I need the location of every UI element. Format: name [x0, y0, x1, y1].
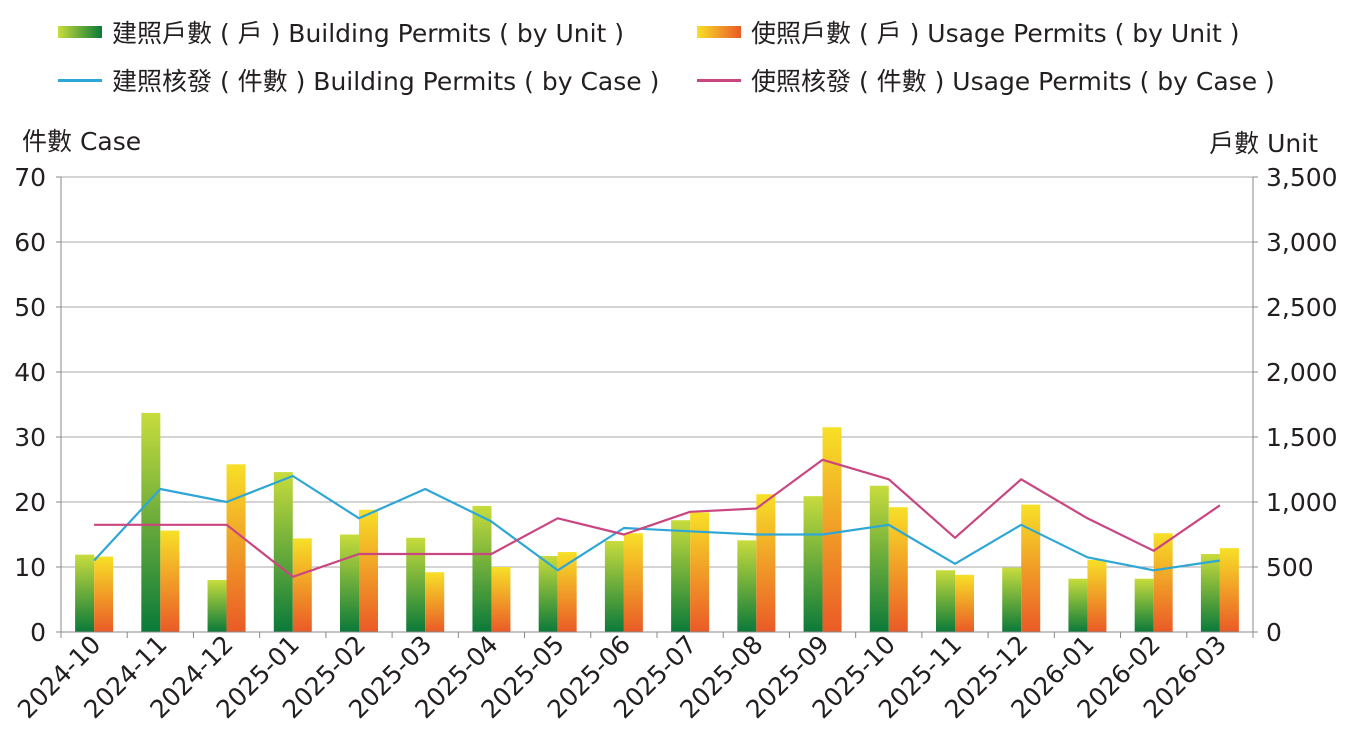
left-tick-label: 60 [14, 228, 46, 257]
bar-building-units [604, 541, 624, 632]
bar-usage-units [160, 530, 180, 632]
bar-usage-units [226, 464, 246, 632]
bar-usage-units [292, 538, 312, 632]
bar-building-units [803, 496, 823, 632]
bar-usage-units [491, 567, 511, 632]
left-tick-label: 0 [30, 618, 46, 647]
bar-building-units [737, 540, 757, 632]
left-tick-label: 70 [14, 163, 46, 192]
left-axis-title: 件數 Case [22, 127, 142, 156]
bar-usage-units [94, 556, 114, 632]
bar-usage-units [690, 512, 710, 632]
bar-usage-units [1087, 559, 1107, 632]
line-building-cases [93, 474, 1221, 572]
legend-item-building-cases: 建照核發 ( 件數 ) Building Permits ( by Case ) [58, 62, 659, 98]
right-tick-label: 0 [1266, 618, 1282, 647]
bar-building-units [340, 534, 359, 632]
legend-swatch-usage-cases [697, 78, 741, 82]
line-usage-cases [94, 458, 1221, 578]
bar-building-units [869, 485, 889, 632]
bar-building-units [1002, 567, 1022, 632]
bar-usage-units [425, 572, 445, 632]
legend-item-building-units: 建照戶數 ( 戶 ) Building Permits ( by Unit ) [58, 14, 624, 50]
right-tick-label: 500 [1266, 553, 1314, 582]
bar-usage-units [955, 574, 974, 632]
bar-building-units [1068, 578, 1088, 632]
bar-building-units [472, 505, 492, 632]
bar-usage-units [888, 507, 908, 632]
left-tick-label: 40 [14, 358, 46, 387]
bar-usage-units [557, 552, 577, 632]
bar-building-units [273, 472, 293, 632]
bar-usage-units [756, 494, 776, 632]
bar-usage-units [1153, 533, 1173, 632]
legend-label-building-units: 建照戶數 ( 戶 ) Building Permits ( by Unit ) [112, 19, 625, 48]
bar-building-units [141, 412, 161, 632]
bar-building-units [1200, 554, 1220, 632]
left-tick-label: 50 [14, 293, 46, 322]
bar-building-units [671, 520, 691, 632]
chart-legend: 建照戶數 ( 戶 ) Building Permits ( by Unit ) … [0, 0, 1348, 110]
right-tick-label: 2,000 [1266, 358, 1338, 387]
legend-swatch-building-units [58, 26, 102, 38]
legend-item-usage-units: 使照戶數 ( 戶 ) Usage Permits ( by Unit ) [697, 14, 1240, 50]
legend-label-building-cases: 建照核發 ( 件數 ) Building Permits ( by Case ) [112, 67, 660, 96]
right-tick-label: 3,500 [1266, 163, 1338, 192]
bar-usage-units [1021, 504, 1041, 632]
left-tick-label: 20 [14, 488, 46, 517]
left-tick-label: 10 [14, 553, 46, 582]
legend-item-usage-cases: 使照核發 ( 件數 ) Usage Permits ( by Case ) [697, 62, 1275, 98]
bar-usage-units [359, 509, 378, 632]
legend-swatch-building-cases [58, 78, 102, 82]
right-axis-title: 戶數 Unit [1209, 129, 1318, 158]
bar-building-units [1134, 578, 1154, 632]
bar-usage-units [822, 427, 842, 632]
bar-building-units [538, 555, 558, 632]
bar-building-units [75, 554, 95, 632]
right-tick-label: 2,500 [1266, 293, 1338, 322]
legend-swatch-usage-units [697, 26, 741, 38]
bar-building-units [207, 580, 227, 632]
bar-usage-units [623, 533, 643, 632]
right-tick-label: 1,000 [1266, 488, 1338, 517]
right-tick-label: 1,500 [1266, 423, 1338, 452]
left-tick-label: 30 [14, 423, 46, 452]
legend-label-usage-units: 使照戶數 ( 戶 ) Usage Permits ( by Unit ) [751, 19, 1240, 48]
bar-usage-units [1219, 548, 1239, 632]
bar-building-units [936, 570, 955, 632]
legend-label-usage-cases: 使照核發 ( 件數 ) Usage Permits ( by Case ) [751, 67, 1275, 96]
right-tick-label: 3,000 [1266, 228, 1338, 257]
bar-building-units [406, 537, 426, 632]
